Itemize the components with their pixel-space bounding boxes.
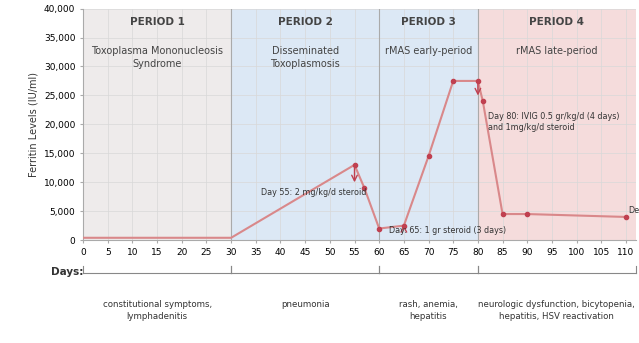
Bar xyxy=(478,9,636,240)
Text: PERIOD 1: PERIOD 1 xyxy=(130,17,185,27)
Text: rMAS late-period: rMAS late-period xyxy=(516,46,597,56)
Text: PERIOD 2: PERIOD 2 xyxy=(278,17,332,27)
Y-axis label: Ferritin Levels (IU/ml): Ferritin Levels (IU/ml) xyxy=(28,72,38,177)
Bar xyxy=(83,9,231,240)
Text: Day: 65: 1 gr steroid (3 days): Day: 65: 1 gr steroid (3 days) xyxy=(389,226,506,235)
Text: neurologic dysfunction, bicytopenia,
hepatitis, HSV reactivation: neurologic dysfunction, bicytopenia, hep… xyxy=(479,300,635,321)
Bar xyxy=(231,9,379,240)
Text: PERIOD 3: PERIOD 3 xyxy=(401,17,456,27)
Text: Disseminated
Toxoplasmosis: Disseminated Toxoplasmosis xyxy=(270,46,340,69)
Text: pneumonia: pneumonia xyxy=(281,300,330,309)
Bar xyxy=(379,9,478,240)
Text: PERIOD 4: PERIOD 4 xyxy=(529,17,584,27)
Text: constitutional symptoms,
lymphadenitis: constitutional symptoms, lymphadenitis xyxy=(102,300,212,321)
Text: Toxoplasma Mononucleosis
Syndrome: Toxoplasma Mononucleosis Syndrome xyxy=(91,46,223,69)
Text: Day 55: 2 mg/kg/d steroid: Day 55: 2 mg/kg/d steroid xyxy=(261,188,366,197)
Text: rash, anemia,
hepatitis: rash, anemia, hepatitis xyxy=(399,300,458,321)
Text: Days:: Days: xyxy=(51,267,83,277)
Text: Death: Death xyxy=(628,206,639,215)
Text: Day 80: IVIG 0.5 gr/kg/d (4 days)
and 1mg/kg/d steroid: Day 80: IVIG 0.5 gr/kg/d (4 days) and 1m… xyxy=(488,112,619,132)
Text: rMAS early-period: rMAS early-period xyxy=(385,46,472,56)
